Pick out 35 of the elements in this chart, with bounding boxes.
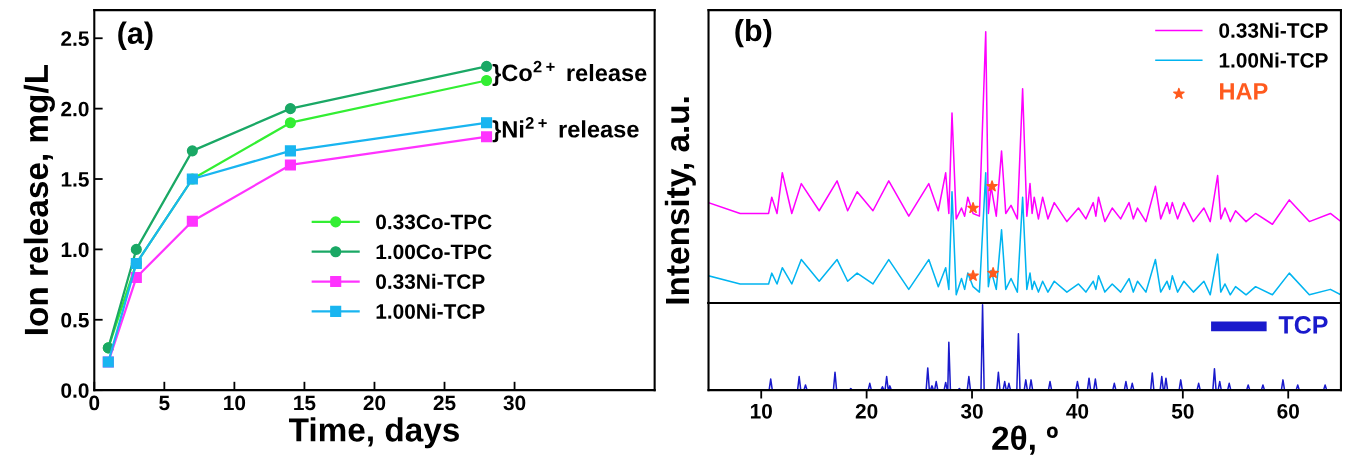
x-tick-label: 10 xyxy=(224,395,246,411)
x-tick-label: 15 xyxy=(294,395,316,411)
legend-label: 1.00Co-TPC xyxy=(376,244,492,260)
legend-label: 0.33Ni-TCP xyxy=(1219,22,1328,38)
legend-label: TCP xyxy=(1278,316,1328,334)
x-tick-label: 20 xyxy=(363,395,386,411)
legend-label: 1.00Ni-TCP xyxy=(1219,52,1328,68)
chart-title: (a) xyxy=(118,21,153,50)
x-tick-label: 25 xyxy=(433,395,456,411)
x-axis-title: 2θ, º xyxy=(992,425,1058,455)
legend-label: 0.33Ni-TCP xyxy=(376,273,485,290)
x-axis-title: Time, days xyxy=(288,417,459,449)
legend-label: 0.33Co-TPC xyxy=(376,214,492,230)
y-tick-label: 2.0 xyxy=(61,101,89,117)
x-tick-label: 50 xyxy=(1171,403,1194,419)
annotation: }Ni$^{2+}$ release xyxy=(492,117,639,143)
x-tick-label: 5 xyxy=(159,395,170,411)
x-tick-label: 0 xyxy=(89,395,100,411)
x-tick-label: 20 xyxy=(855,403,878,419)
legend-label: 1.00Ni-TCP xyxy=(376,303,485,319)
x-tick-label: 40 xyxy=(1066,403,1089,419)
y-tick-label: 0.0 xyxy=(61,383,89,398)
y-axis-title: Intensity, a.u. xyxy=(664,97,696,304)
legend-label: HAP xyxy=(1220,83,1268,100)
y-tick-label: 2.5 xyxy=(61,31,89,46)
x-tick-label: 30 xyxy=(503,395,526,411)
y-tick-label: 1.0 xyxy=(61,242,89,258)
y-tick-label: 1.5 xyxy=(61,172,89,187)
x-tick-label: 10 xyxy=(750,403,772,419)
y-tick-label: 0.5 xyxy=(61,312,89,328)
x-tick-label: 60 xyxy=(1277,403,1299,419)
chart-title: (b) xyxy=(735,18,772,48)
annotation: }Co$^{2+}$ release xyxy=(492,60,647,86)
y-axis-title: Ion release, mg/L xyxy=(23,64,55,335)
x-tick-label: 30 xyxy=(960,403,983,419)
